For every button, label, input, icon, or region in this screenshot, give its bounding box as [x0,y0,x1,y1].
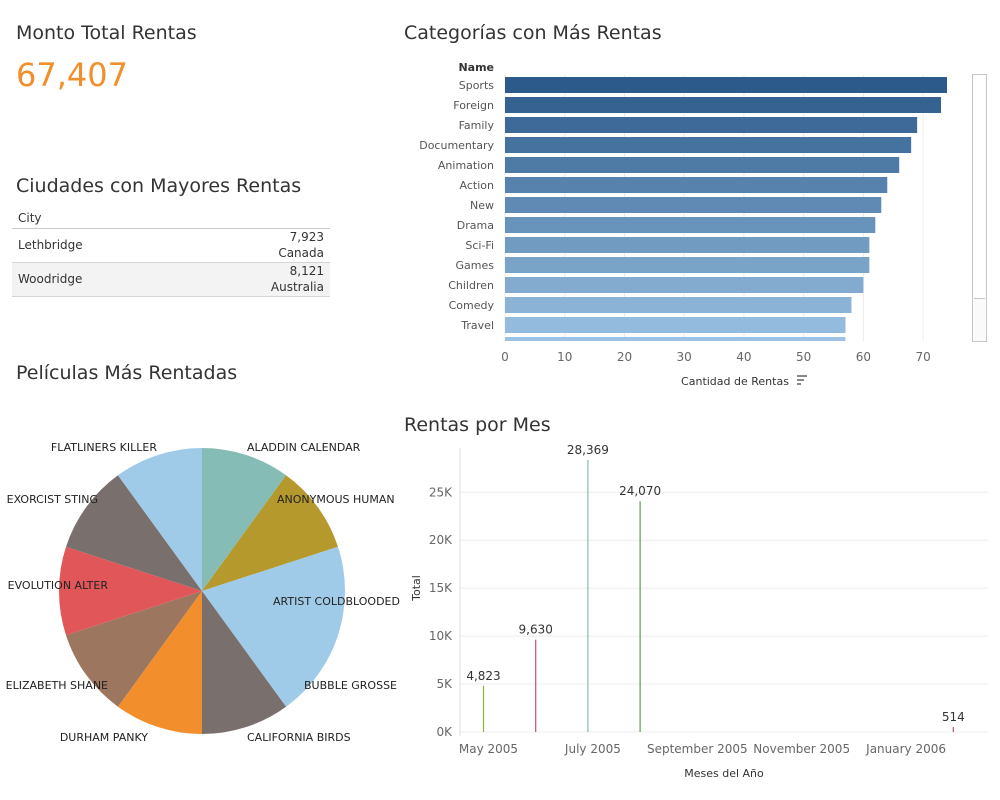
x-tick-label: 0 [501,350,509,364]
category-bar[interactable] [505,257,870,273]
x-tick-label: 70 [915,350,930,364]
category-bar[interactable] [505,217,876,233]
monthly-title: Rentas por Mes [404,414,551,436]
pie-label: DURHAM PANKY [60,731,148,744]
table-row[interactable]: Woodridge 8,121 Australia [12,263,330,297]
pie-label: ALADDIN CALENDAR [247,441,361,454]
movies-pie-chart: ALADDIN CALENDAR ANONYMOUS HUMAN ARTIST CO… [6,441,400,744]
category-bar[interactable] [505,297,852,313]
y-tick-label: 25K [429,485,453,499]
category-bar[interactable] [505,197,882,213]
data-label: 24,070 [619,484,661,498]
category-bar[interactable] [505,337,846,353]
category-label: Documentary [419,139,494,152]
categories-scrollbar[interactable] [972,74,987,342]
x-tick-label: 30 [677,350,692,364]
city-name: Woodridge [18,272,83,286]
category-label: Sci-Fi [465,239,494,252]
category-label: Children [448,279,494,292]
category-label: Drama [457,219,494,232]
category-bar[interactable] [505,317,846,333]
pie-label: EXORCIST STING [7,493,98,506]
data-label: 28,369 [567,443,609,457]
category-bar[interactable] [505,117,918,133]
category-bar[interactable] [505,177,888,193]
city-name: Lethbridge [18,238,83,252]
x-axis-label: Cantidad de Rentas [681,375,789,388]
category-label: Comedy [449,299,495,312]
category-header: Name [458,61,494,74]
category-label: Sports [459,79,495,92]
category-label: Action [460,179,494,192]
pie-label: FLATLINERS KILLER [51,441,157,454]
city-country: Canada [278,246,324,260]
x-tick-label: 40 [736,350,751,364]
city-column-header[interactable]: City [12,208,330,229]
category-label: Games [456,259,495,272]
cities-title: Ciudades con Mayores Rentas [16,175,302,197]
category-label: Foreign [453,99,494,112]
x-tick-label: 60 [856,350,871,364]
kpi-value: 67,407 [16,56,128,94]
pie-label: ELIZABETH SHANE [6,679,108,692]
category-label: Animation [438,159,494,172]
x-tick-label: July 2005 [564,742,621,756]
pie-slice[interactable] [202,475,339,591]
categories-bar-chart: Name Sports Foreign Family Documentary Animat… [419,61,947,388]
data-label: 9,630 [519,623,553,637]
table-row[interactable]: Lethbridge 7,923 Canada [12,229,330,263]
city-total: 7,923 [289,230,324,244]
pie-slice[interactable] [117,591,202,734]
x-tick-label: 50 [796,350,811,364]
y-tick-label: 0K [436,725,453,739]
pie-slice[interactable] [65,591,202,707]
city-country: Australia [270,280,324,294]
category-bar[interactable] [505,237,870,253]
kpi-title: Monto Total Rentas [16,22,197,44]
category-bar[interactable] [505,77,947,93]
category-bar[interactable] [505,277,864,293]
pie-label: BUBBLE GROSSE [304,679,397,692]
category-label: New [470,199,494,212]
pie-slice[interactable] [58,546,202,636]
pie-label: EVOLUTION ALTER [8,579,109,592]
category-bar[interactable] [505,97,942,113]
pie-label: ARTIST COLDBLOODED [273,595,400,608]
x-tick-label: November 2005 [753,742,850,756]
data-label: 514 [942,710,965,724]
pie-slice[interactable] [202,591,287,734]
x-tick-label: January 2006 [865,742,946,756]
category-label: Travel [460,319,494,332]
city-total: 8,121 [289,264,324,278]
data-label: 4,823 [466,669,500,683]
pie-slice[interactable] [202,448,287,591]
category-bar[interactable] [505,137,912,153]
pie-slice[interactable] [117,448,202,591]
movies-title: Películas Más Rentadas [16,362,238,384]
x-tick-label: 10 [557,350,572,364]
category-label: Family [459,119,495,132]
city-table: City Lethbridge 7,923 Canada Woodridge 8… [12,208,330,297]
pie-slice[interactable] [65,475,202,591]
x-tick-label: May 2005 [459,742,518,756]
x-tick-label: 20 [617,350,632,364]
pie-label: CALIFORNIA BIRDS [247,731,351,744]
pie-slice[interactable] [202,546,345,707]
category-bar[interactable] [505,157,900,173]
category-label: Classics [450,339,494,352]
y-axis-label: Total [410,575,423,602]
y-tick-label: 5K [436,677,453,691]
sort-icon[interactable] [797,375,807,385]
y-tick-label: 15K [429,581,453,595]
monthly-rentals-chart: 0K 5K 10K 15K 20K 25K 4,823 9,630 28,369 24,070 51… [410,443,988,780]
x-tick-label: September 2005 [647,742,748,756]
scrollbar-thumb[interactable] [974,76,985,299]
x-axis-label: Meses del Año [684,767,764,780]
categories-title: Categorías con Más Rentas [404,22,662,44]
pie-label: ANONYMOUS HUMAN [277,493,395,506]
y-tick-label: 10K [429,629,453,643]
y-tick-label: 20K [429,533,453,547]
